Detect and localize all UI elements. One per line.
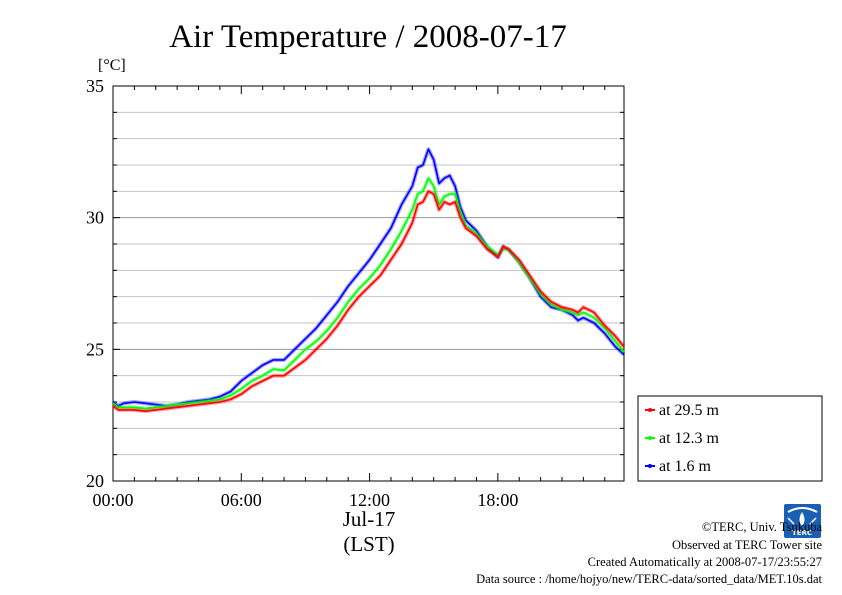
x-tick-label: 12:00 <box>349 490 390 510</box>
x-tick-label: 06:00 <box>221 490 262 510</box>
x-axis-date: Jul-17 <box>343 507 396 531</box>
y-tick-label: 25 <box>86 339 104 359</box>
legend-label: at 12.3 m <box>659 430 720 447</box>
terc-logo: TERC <box>784 504 821 538</box>
credit-site: Observed at TERC Tower site <box>672 538 822 552</box>
grid-lines <box>113 111 624 456</box>
series-line <box>112 190 625 413</box>
legend-marker <box>648 408 652 412</box>
logo-arc <box>787 507 818 513</box>
x-tick-label: 18:00 <box>477 490 518 510</box>
x-axis: 00:00 06:00 12:00 18:00 <box>92 86 606 510</box>
legend-label: at 29.5 m <box>659 402 720 419</box>
series-lines <box>111 147 626 414</box>
credit-org: ©TERC, Univ. Tsukuba <box>702 520 823 534</box>
logo-drop-icon <box>799 512 805 526</box>
x-axis-label: (LST) <box>343 532 394 556</box>
legend-box <box>637 395 823 482</box>
legend: at 29.5 m at 12.3 m at 1.6 m <box>637 395 823 482</box>
x-tick-label: 00:00 <box>92 490 133 510</box>
logo-rays <box>787 517 817 525</box>
credit-created: Created Automatically at 2008-07-17/23:5… <box>588 555 822 569</box>
y-tick-label: 35 <box>86 76 104 96</box>
credit-source: Data source : /home/hojyo/new/TERC-data/… <box>476 572 822 586</box>
y-tick-label: 30 <box>86 208 104 228</box>
chart-title: Air Temperature / 2008-07-17 <box>169 19 567 55</box>
plot-frame <box>112 85 625 482</box>
legend-marker <box>648 436 652 440</box>
series-line <box>112 148 625 407</box>
logo-text: TERC <box>792 529 812 537</box>
y-axis: 20 25 30 35 <box>86 76 624 491</box>
series-line <box>112 177 625 410</box>
y-tick-label: 20 <box>86 471 104 491</box>
legend-marker <box>648 464 652 468</box>
series-halo <box>111 176 626 411</box>
y-axis-unit: [°C] <box>98 57 126 74</box>
legend-label: at 1.6 m <box>659 458 712 475</box>
